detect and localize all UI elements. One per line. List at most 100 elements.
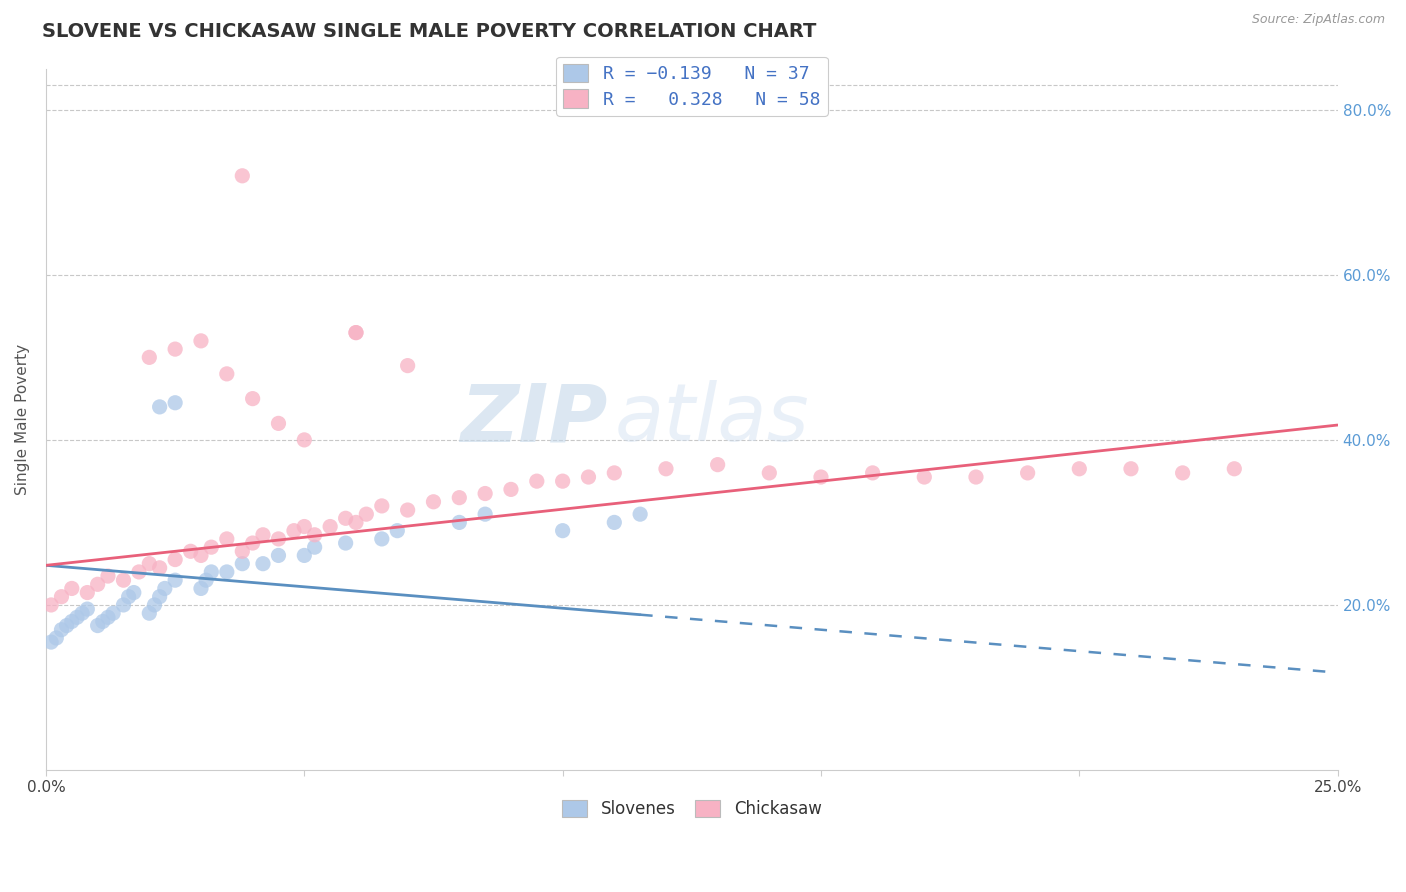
Text: SLOVENE VS CHICKASAW SINGLE MALE POVERTY CORRELATION CHART: SLOVENE VS CHICKASAW SINGLE MALE POVERTY…	[42, 22, 817, 41]
Point	[1171, 466, 1194, 480]
Point	[335, 536, 357, 550]
Point	[628, 507, 651, 521]
Point	[165, 342, 187, 356]
Point	[304, 528, 326, 542]
Point	[190, 549, 212, 563]
Point	[344, 326, 367, 340]
Point	[1069, 462, 1091, 476]
Point	[55, 618, 77, 632]
Point	[86, 618, 108, 632]
Point	[215, 367, 238, 381]
Point	[319, 519, 342, 533]
Point	[128, 565, 150, 579]
Point	[76, 602, 98, 616]
Point	[149, 400, 172, 414]
Point	[292, 519, 315, 533]
Point	[242, 536, 264, 550]
Point	[165, 573, 187, 587]
Point	[335, 511, 357, 525]
Point	[231, 169, 253, 183]
Point	[200, 565, 222, 579]
Point	[165, 552, 187, 566]
Point	[252, 528, 274, 542]
Point	[91, 615, 114, 629]
Point	[39, 598, 62, 612]
Text: ZIP: ZIP	[461, 380, 607, 458]
Point	[1017, 466, 1039, 480]
Point	[149, 561, 172, 575]
Point	[551, 474, 574, 488]
Point	[143, 598, 166, 612]
Point	[551, 524, 574, 538]
Point	[499, 483, 522, 497]
Y-axis label: Single Male Poverty: Single Male Poverty	[15, 343, 30, 495]
Point	[449, 491, 471, 505]
Point	[252, 557, 274, 571]
Point	[344, 516, 367, 530]
Point	[122, 585, 145, 599]
Point	[474, 486, 496, 500]
Point	[862, 466, 884, 480]
Point	[474, 507, 496, 521]
Point	[112, 573, 135, 587]
Point	[97, 610, 120, 624]
Point	[422, 495, 444, 509]
Point	[304, 540, 326, 554]
Point	[267, 532, 290, 546]
Point	[138, 351, 160, 365]
Point	[706, 458, 728, 472]
Point	[51, 590, 73, 604]
Point	[76, 585, 98, 599]
Point	[965, 470, 987, 484]
Point	[117, 590, 139, 604]
Point	[215, 565, 238, 579]
Point	[387, 524, 409, 538]
Point	[396, 503, 419, 517]
Point	[344, 326, 367, 340]
Point	[112, 598, 135, 612]
Point	[149, 590, 172, 604]
Point	[60, 582, 83, 596]
Point	[578, 470, 600, 484]
Point	[371, 499, 394, 513]
Point	[60, 615, 83, 629]
Point	[190, 582, 212, 596]
Point	[66, 610, 89, 624]
Text: atlas: atlas	[614, 380, 808, 458]
Point	[45, 631, 67, 645]
Point	[51, 623, 73, 637]
Point	[396, 359, 419, 373]
Point	[195, 573, 218, 587]
Point	[655, 462, 678, 476]
Point	[758, 466, 780, 480]
Point	[242, 392, 264, 406]
Point	[810, 470, 832, 484]
Point	[603, 466, 626, 480]
Point	[215, 532, 238, 546]
Point	[39, 635, 62, 649]
Point	[86, 577, 108, 591]
Point	[267, 417, 290, 431]
Point	[283, 524, 305, 538]
Point	[97, 569, 120, 583]
Point	[101, 606, 124, 620]
Point	[356, 507, 378, 521]
Point	[190, 334, 212, 348]
Legend: Slovenes, Chickasaw: Slovenes, Chickasaw	[555, 793, 828, 825]
Point	[70, 606, 93, 620]
Point	[371, 532, 394, 546]
Point	[292, 549, 315, 563]
Point	[231, 557, 253, 571]
Point	[153, 582, 176, 596]
Point	[449, 516, 471, 530]
Point	[231, 544, 253, 558]
Point	[1119, 462, 1142, 476]
Point	[267, 549, 290, 563]
Point	[165, 396, 187, 410]
Point	[138, 606, 160, 620]
Point	[292, 433, 315, 447]
Point	[200, 540, 222, 554]
Point	[526, 474, 548, 488]
Point	[603, 516, 626, 530]
Text: Source: ZipAtlas.com: Source: ZipAtlas.com	[1251, 13, 1385, 27]
